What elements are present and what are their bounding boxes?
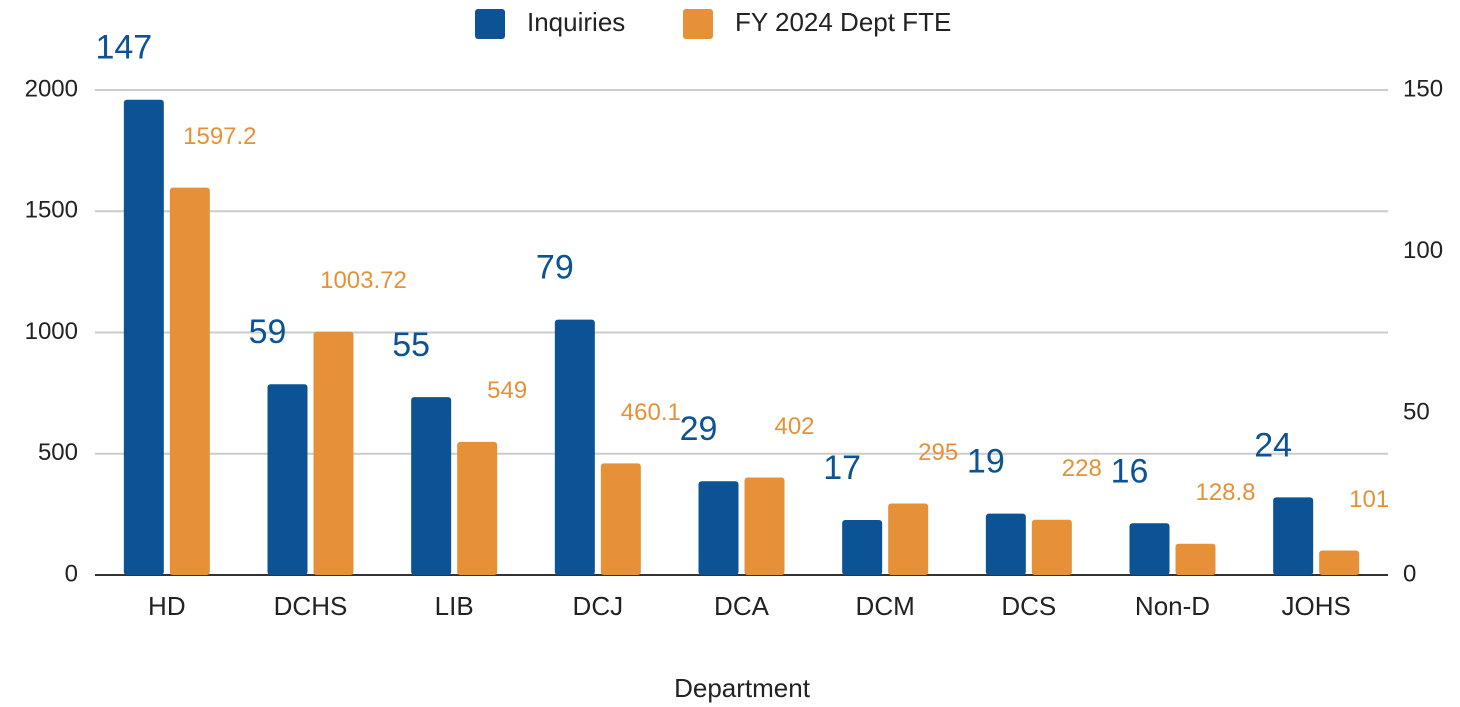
x-tick-label: LIB [435, 591, 474, 621]
data-label: 549 [487, 377, 527, 404]
legend-label: Inquiries [527, 7, 625, 37]
data-label: 29 [680, 410, 718, 448]
x-tick-label: DCM [856, 591, 915, 621]
data-label: 24 [1254, 426, 1292, 464]
x-tick-label: DCA [714, 591, 770, 621]
data-label: 16 [1111, 452, 1149, 490]
y-tick-label: 2000 [25, 75, 78, 102]
y2-tick-label: 50 [1403, 399, 1430, 426]
y2-tick-label: 0 [1403, 560, 1416, 587]
bar [744, 477, 785, 575]
bar [600, 463, 641, 575]
y-tick-label: 1000 [25, 318, 78, 345]
data-label: 1597.2 [183, 123, 256, 150]
data-label: 101 [1349, 486, 1389, 513]
y-tick-label: 0 [65, 560, 78, 587]
bar [457, 441, 498, 575]
bar [1319, 550, 1360, 575]
bar [169, 187, 210, 575]
y-tick-label: 500 [38, 439, 78, 466]
bar [842, 520, 883, 575]
x-tick-label: DCS [1001, 591, 1056, 621]
bar [123, 99, 164, 575]
x-axis-title: Department [674, 673, 811, 703]
data-label: 295 [918, 439, 958, 466]
bar [411, 397, 452, 575]
y2-tick-label: 100 [1403, 237, 1443, 264]
data-label: 55 [392, 326, 430, 364]
x-tick-label: DCJ [573, 591, 624, 621]
x-tick-label: DCHS [274, 591, 348, 621]
data-label: 128.8 [1195, 479, 1255, 506]
bar [985, 513, 1026, 575]
y2-tick-label: 150 [1403, 75, 1443, 102]
data-label: 1003.72 [320, 267, 407, 294]
bar [313, 331, 354, 575]
data-label: 228 [1062, 455, 1102, 482]
bar [1129, 523, 1170, 575]
bar [1273, 497, 1314, 575]
data-label: 19 [967, 443, 1005, 481]
data-label: 460.1 [621, 399, 681, 426]
y-tick-label: 1500 [25, 197, 78, 224]
bar [554, 319, 595, 575]
bar [698, 481, 739, 575]
bar [267, 384, 308, 575]
x-tick-label: Non-D [1135, 591, 1210, 621]
data-label: 147 [95, 29, 152, 67]
data-label: 402 [774, 413, 814, 440]
data-label: 79 [536, 249, 574, 287]
legend-label: FY 2024 Dept FTE [735, 7, 951, 37]
bar [888, 503, 929, 575]
x-tick-label: HD [148, 591, 186, 621]
data-label: 59 [249, 313, 287, 351]
data-label: 17 [823, 449, 861, 487]
bar [1175, 543, 1216, 575]
bar [1031, 519, 1072, 575]
legend-swatch [475, 9, 505, 39]
legend-swatch [683, 9, 713, 39]
x-tick-label: JOHS [1281, 591, 1350, 621]
